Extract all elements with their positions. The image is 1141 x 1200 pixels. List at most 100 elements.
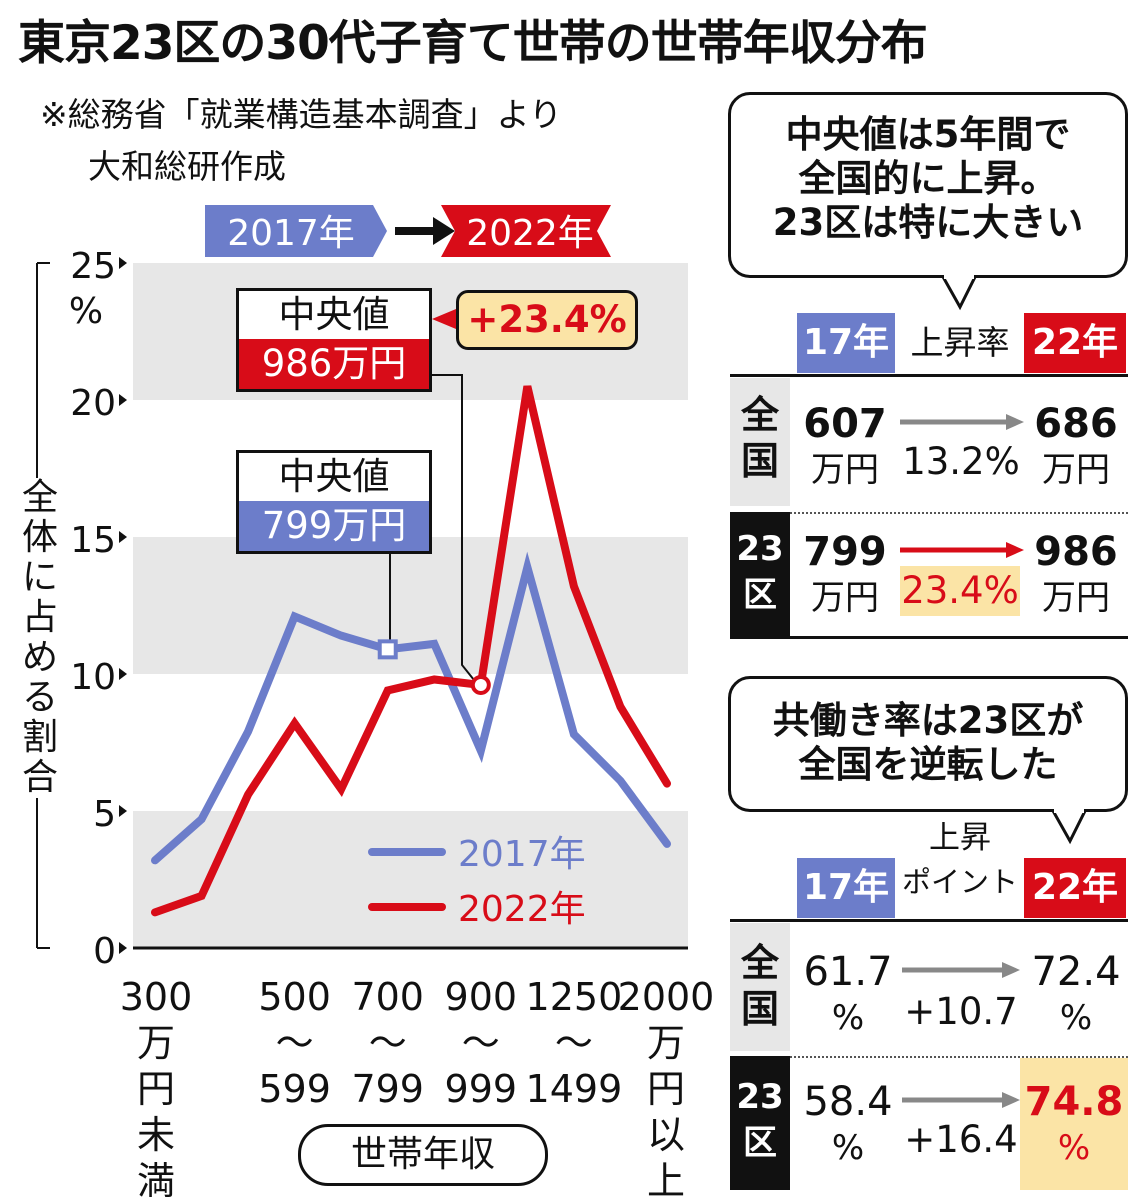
- y-tick-mark: [119, 668, 127, 680]
- bubble2-line2: 全国を逆転した: [798, 743, 1058, 786]
- legend-label: 2022年: [458, 889, 586, 930]
- table2-header-to: 22年: [1024, 858, 1126, 918]
- table1-row2-from: 799: [803, 529, 887, 575]
- median-2017-callout: 中央値 799万円: [236, 450, 432, 554]
- grid-band: [133, 537, 688, 674]
- y-tick-mark: [119, 394, 127, 406]
- x-tick-label: 799: [351, 1067, 424, 1111]
- table2-row2-to-unit: %: [1057, 1128, 1091, 1168]
- median-2017-label: 中央値: [278, 455, 390, 498]
- table2-row2-to: 74.8: [1024, 1079, 1124, 1125]
- table2-row2-diff: +16.4: [904, 1118, 1018, 1161]
- bubble2-tail: [1050, 809, 1088, 845]
- table2-row1-label: 全国: [740, 941, 779, 1031]
- table2-row2-label: 23区: [736, 1077, 784, 1163]
- x-tick-label: 599: [258, 1067, 331, 1111]
- bubble2-line1: 共働き率は23区が: [772, 699, 1084, 742]
- x-tick-label: 万: [137, 1021, 175, 1065]
- year-to-tag: 2022年: [466, 213, 594, 254]
- x-tick-label: 700: [351, 975, 424, 1019]
- table2-row1-from-unit: %: [831, 998, 865, 1038]
- x-tick-label: 上: [647, 1159, 685, 1200]
- arrow-right-icon: [900, 542, 1024, 558]
- y-tick-label: 20: [70, 383, 116, 424]
- table1-row1-from: 607: [803, 401, 887, 447]
- y-tick-mark: [119, 531, 127, 543]
- x-tick-label: 満: [137, 1159, 175, 1200]
- x-tick-label: ～: [276, 1021, 314, 1065]
- x-tick-label: 未: [137, 1113, 175, 1157]
- table2-row2-from: 58.4: [803, 1079, 893, 1125]
- bubble1-line2: 全国的に上昇。: [798, 157, 1058, 200]
- table2-row1-from: 61.7: [803, 949, 893, 995]
- median-2017-marker: [377, 639, 398, 660]
- arrow-right-icon: [902, 962, 1020, 978]
- median-2022-label: 中央値: [278, 293, 390, 336]
- y-tick-label: 10: [70, 657, 116, 698]
- y-unit-label: %: [69, 291, 103, 332]
- y-tick-label: 0: [93, 931, 116, 972]
- median-2017-value: 799万円: [239, 501, 429, 551]
- median-2022-leader: [430, 374, 476, 682]
- y-tick-label: 15: [70, 520, 116, 561]
- callout-bubble-median: 中央値は5年間で 全国的に上昇。 23区は特に大きい: [728, 92, 1128, 278]
- table1-header-from: 17年: [797, 313, 895, 373]
- pointer-left-icon: [432, 309, 456, 329]
- x-tick-label: ～: [462, 1021, 500, 1065]
- table2-row2-from-unit: %: [831, 1128, 865, 1168]
- table1-row1-label: 全国: [740, 393, 779, 483]
- median-2022-callout: 中央値 986万円: [236, 288, 432, 392]
- table1-row1-rate: 13.2%: [902, 440, 1020, 483]
- x-tick-label: 1250: [526, 975, 623, 1019]
- y-axis-label: 全体に占める割合: [20, 477, 60, 798]
- x-tick-label: 円: [647, 1067, 685, 1111]
- x-tick-label: 以: [647, 1113, 685, 1157]
- arrow-right-icon: [433, 217, 455, 245]
- bubble1-line1: 中央値は5年間で: [785, 113, 1071, 156]
- x-tick-label: ～: [369, 1021, 407, 1065]
- y-tick-label: 5: [93, 794, 116, 835]
- y-tick-mark: [119, 942, 127, 954]
- x-tick-label: 2000: [618, 975, 715, 1019]
- x-tick-label: 900: [445, 975, 518, 1019]
- table2-header-mid1: 上昇: [929, 820, 991, 856]
- median-change-badge: +23.4%: [456, 290, 638, 350]
- x-tick-label: 1499: [526, 1067, 623, 1111]
- x-tick-label: ～: [555, 1021, 593, 1065]
- median-2022-marker: [470, 674, 491, 695]
- table1-row2-to: 986: [1034, 529, 1118, 575]
- bubble1-line3: 23区は特に大きい: [772, 201, 1084, 244]
- y-tick-mark: [119, 805, 127, 817]
- y-tick-label: 25: [70, 246, 116, 287]
- arrow-right-icon: [900, 414, 1024, 430]
- arrow-right-icon: [902, 1092, 1020, 1108]
- table1-row1-to-unit: 万円: [1042, 450, 1110, 490]
- table1-row2-to-unit: 万円: [1042, 578, 1110, 618]
- x-tick-label: 円: [137, 1067, 175, 1111]
- table1-row1-from-unit: 万円: [811, 450, 879, 490]
- table1-row1-to: 686: [1034, 401, 1118, 447]
- series-line-2022年: [151, 385, 671, 917]
- table2-header-from: 17年: [797, 858, 895, 918]
- table1-header-to: 22年: [1024, 313, 1126, 373]
- callout-bubble-dual-income: 共働き率は23区が 全国を逆転した: [728, 676, 1128, 812]
- x-tick-label: 999: [445, 1067, 518, 1111]
- table1-header-mid: 上昇率: [910, 323, 1010, 362]
- page-title: 東京23区の30代子育て世帯の世帯年収分布: [18, 16, 928, 71]
- source-note: ※総務省「就業構造基本調査」より: [40, 95, 562, 134]
- table2-row1-diff: +10.7: [904, 990, 1018, 1033]
- x-tick-label: 500: [258, 975, 331, 1019]
- grid-band: [133, 811, 688, 948]
- bubble1-tail: [940, 275, 978, 311]
- y-tick-mark: [119, 257, 127, 269]
- legend-label: 2017年: [458, 834, 586, 875]
- x-tick-label: 万: [647, 1021, 685, 1065]
- series-line-2017年: [151, 551, 671, 865]
- x-axis-label: 世帯年収: [298, 1124, 548, 1186]
- source-author: 大和総研作成: [88, 147, 286, 186]
- year-from-tag: 2017年: [227, 213, 355, 254]
- table1-row2-from-unit: 万円: [811, 578, 879, 618]
- table2-row1-to: 72.4: [1031, 949, 1121, 995]
- table1-row2-label: 23区: [736, 529, 784, 615]
